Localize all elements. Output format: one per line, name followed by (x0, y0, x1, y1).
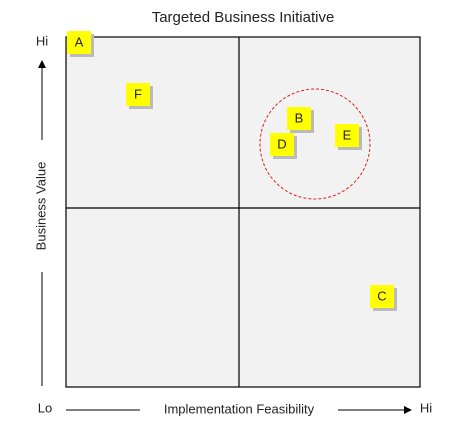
x-low-label: Lo (38, 400, 52, 415)
note-label: C (377, 288, 386, 303)
note (270, 133, 294, 156)
note-e: E (335, 124, 362, 150)
note-label: E (343, 127, 352, 142)
note (67, 31, 91, 54)
note-a: A (67, 31, 94, 57)
note-label: D (277, 136, 286, 151)
y-axis-label: Business Value (33, 162, 48, 251)
note (126, 83, 150, 106)
x-axis-label: Implementation Feasibility (164, 401, 315, 416)
note-b: B (287, 107, 314, 133)
note-label: B (295, 110, 304, 125)
note (370, 285, 394, 308)
title: Targeted Business Initiative (152, 9, 335, 26)
highlight-circle (259, 88, 371, 200)
note (287, 107, 311, 130)
x-high-label: Hi (420, 400, 432, 415)
note-label: F (134, 86, 142, 101)
y-high-label: Hi (36, 33, 48, 48)
note (335, 124, 359, 147)
note-label: A (75, 34, 84, 49)
note-d: D (270, 133, 297, 159)
note-c: C (370, 285, 397, 311)
note-f: F (126, 83, 153, 109)
matrix-frame (65, 36, 421, 388)
